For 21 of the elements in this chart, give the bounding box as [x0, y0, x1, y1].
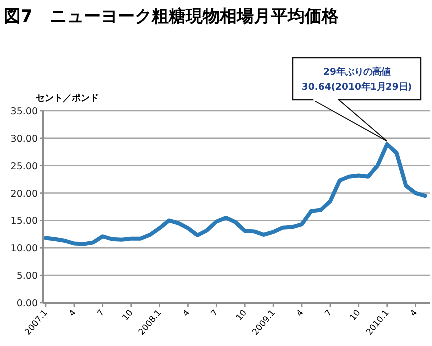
- x-tick-label: 7: [210, 308, 221, 320]
- x-tick-label: 7: [324, 308, 335, 320]
- y-tick-label: 30.00: [10, 134, 38, 145]
- y-tick-label: 10.00: [10, 244, 38, 255]
- x-tick-label: 10: [121, 308, 136, 324]
- ylabel: セント／ポンド: [36, 94, 99, 104]
- x-tick-label: 4: [181, 308, 193, 320]
- title: 図7 ニューヨーク粗糖現物相場月平均価格: [4, 7, 339, 27]
- y-tick-label: 25.00: [10, 161, 38, 172]
- x-tick-label: 4: [295, 308, 306, 320]
- x-tick-label: 10: [348, 308, 364, 324]
- text: 29年ぶりの高値 30.64(2010年1月29日): [302, 67, 412, 93]
- y-tick-label: 0.00: [16, 298, 38, 310]
- x-tick-label: 4: [68, 308, 79, 320]
- y-tick-label: 5.00: [16, 271, 38, 282]
- y-tick-label: 15.00: [10, 216, 38, 228]
- x-tick-label: 10: [234, 308, 250, 324]
- x-tick-label: 7: [96, 308, 108, 320]
- y-tick-label: 20.00: [10, 188, 38, 200]
- y-tick-label: 35.00: [10, 106, 38, 118]
- x-tick-label: 4: [408, 308, 420, 320]
